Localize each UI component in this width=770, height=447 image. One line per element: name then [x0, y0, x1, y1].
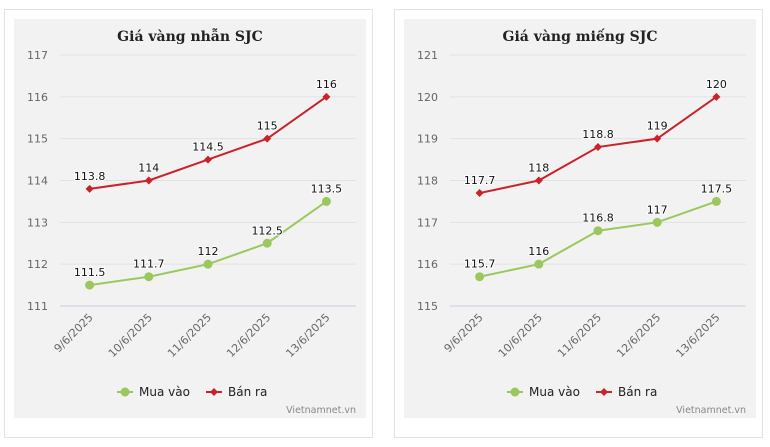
- data-label: 118.8: [582, 128, 614, 141]
- legend-marker-icon: [510, 387, 520, 397]
- legend-marker-icon: [210, 388, 218, 396]
- plot-background: [404, 19, 756, 418]
- chart-card-nhan-sjc: Giá vàng nhẫn SJC 111 112 113 114 115 116 117 9/…: [4, 9, 373, 438]
- data-point: [475, 272, 485, 282]
- data-point: [262, 238, 272, 248]
- y-tick-label: 112: [27, 258, 48, 271]
- data-label: 118: [528, 162, 549, 175]
- data-point: [321, 196, 331, 206]
- legend-label: Mua vào: [529, 385, 580, 399]
- data-point: [203, 259, 213, 269]
- data-label: 117.7: [464, 174, 496, 187]
- chart-title: Giá vàng nhẫn SJC: [117, 27, 263, 45]
- data-point: [534, 259, 544, 269]
- data-label: 113.5: [311, 182, 343, 195]
- y-tick-label: 111: [27, 300, 48, 313]
- data-label: 117: [647, 203, 668, 216]
- data-point: [475, 189, 484, 198]
- legend-marker-icon: [600, 388, 608, 396]
- legend-label: Bán ra: [228, 385, 267, 399]
- data-label: 112.5: [251, 224, 283, 237]
- data-point: [144, 176, 153, 185]
- chart-title: Giá vàng miếng SJC: [502, 27, 657, 45]
- y-tick-label: 114: [27, 175, 48, 188]
- data-point: [711, 196, 721, 206]
- data-label: 114: [138, 162, 159, 175]
- y-tick-label: 116: [417, 258, 438, 271]
- data-label: 116.8: [582, 212, 614, 225]
- line-chart-mieng-sjc: Giá vàng miếng SJC1151161171181191201219…: [404, 19, 756, 418]
- data-label: 113.8: [74, 170, 106, 183]
- y-tick-label: 117: [417, 216, 438, 229]
- data-point: [204, 155, 212, 164]
- data-label: 115: [257, 120, 278, 133]
- plot-background: [14, 19, 366, 418]
- line-chart-nhan-sjc: Giá vàng nhẫn SJC1111121131141151161179/…: [14, 19, 366, 418]
- data-point: [534, 176, 543, 185]
- data-point: [263, 134, 272, 143]
- data-point: [144, 272, 154, 282]
- legend-label: Bán ra: [618, 385, 657, 399]
- data-point: [85, 184, 94, 193]
- y-tick-label: 118: [417, 175, 438, 188]
- data-point: [594, 143, 602, 152]
- data-point: [653, 134, 662, 143]
- data-point: [652, 217, 662, 227]
- legend-label: Mua vào: [139, 385, 190, 399]
- y-tick-label: 120: [417, 91, 438, 104]
- data-label: 116: [316, 78, 337, 91]
- legend-marker-icon: [120, 387, 130, 397]
- data-point: [712, 92, 721, 101]
- data-label: 111.5: [74, 266, 106, 279]
- data-label: 112: [198, 245, 219, 258]
- y-tick-label: 116: [27, 91, 48, 104]
- data-label: 119: [647, 120, 668, 133]
- y-tick-label: 115: [27, 133, 48, 146]
- data-label: 120: [706, 78, 727, 91]
- data-label: 114.5: [192, 141, 224, 154]
- data-label: 115.7: [464, 258, 496, 271]
- y-tick-label: 119: [417, 133, 438, 146]
- y-tick-label: 113: [27, 216, 48, 229]
- watermark: Vietnamnet.vn: [676, 405, 746, 416]
- data-label: 116: [528, 245, 549, 258]
- data-label: 117.5: [701, 182, 733, 195]
- chart-card-mieng-sjc: Giá vàng miếng SJC 115 116 117 118 119 120 121 9…: [394, 9, 763, 438]
- data-point: [593, 226, 603, 236]
- data-point: [322, 92, 331, 101]
- watermark: Vietnamnet.vn: [286, 405, 356, 416]
- y-tick-label: 117: [27, 49, 48, 62]
- data-label: 111.7: [133, 258, 165, 271]
- y-tick-label: 121: [417, 49, 438, 62]
- data-point: [85, 280, 95, 290]
- y-tick-label: 115: [417, 300, 438, 313]
